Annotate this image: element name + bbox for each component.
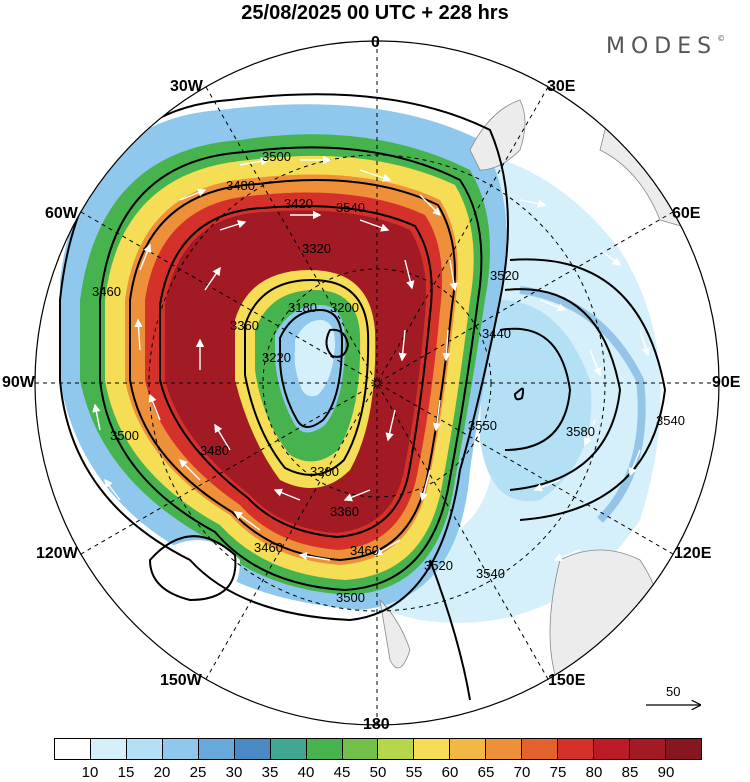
colorbar-swatch [234,739,271,759]
contour-label: 3500 [336,590,365,605]
colorbar-swatch [594,739,630,759]
contour-label: 3360 [230,318,259,333]
lon-label-60w: 60W [45,205,78,222]
contour-label: 3200 [330,300,359,315]
contour-label: 3320 [302,241,331,256]
colorbar [54,738,702,760]
wind-vectors [92,155,650,562]
contour-label: 3360 [330,504,359,519]
colorbar-swatch [558,739,595,759]
colorbar-swatch [630,739,666,759]
colorbar-swatch [270,739,307,759]
contour-label: 3180 [288,300,317,315]
colorbar-swatch [162,739,199,759]
colorbar-swatch [126,739,163,759]
colorbar-ticks: 10 15 20 25 30 35 40 45 50 55 60 65 70 75 80 85 90 [54,764,702,782]
colorbar-tick-label: 75 [549,764,567,781]
lon-label-60e: 60E [672,205,701,222]
contour-label: 3420 [284,196,313,211]
colorbar-swatch [665,739,701,759]
colorbar-tick-label: 55 [405,764,423,781]
colorbar-tick-label: 40 [297,764,315,781]
modes-logo: MODES© [606,34,726,59]
height-contours [59,93,667,701]
polar-map: 3500 3480 3420 3540 3460 3320 3360 3180 … [34,40,720,726]
colorbar-swatch [342,739,379,759]
colorbar-swatch [55,739,91,759]
contour-label: 3220 [262,350,291,365]
colorbar-swatch [306,739,343,759]
colorbar-swatch [450,739,487,759]
contour-label: 3500 [262,149,291,164]
colorbar-tick-label: 25 [189,764,207,781]
colorbar-swatch [414,739,451,759]
colorbar-tick-label: 65 [477,764,495,781]
colorbar-tick-label: 35 [261,764,279,781]
contour-label: 3520 [424,558,453,573]
colorbar-tick-label: 85 [621,764,639,781]
lon-label-30e: 30E [547,78,576,95]
colorbar-tick-label: 15 [117,764,135,781]
contour-label: 3500 [110,428,139,443]
contour-label: 3520 [490,268,519,283]
colorbar-tick-label: 80 [585,764,603,781]
contour-label: 3540 [656,413,685,428]
colorbar-swatch [378,739,415,759]
colorbar-tick-label: 70 [513,764,531,781]
lon-label-120w: 120W [36,545,78,562]
vector-reference: 50 [646,684,702,714]
colorbar-tick-label: 60 [441,764,459,781]
lon-label-120e: 120E [674,545,712,562]
contour-label: 3300 [310,464,339,479]
colorbar-tick-label: 10 [81,764,99,781]
contour-label: 3540 [336,200,365,215]
contour-label: 3480 [200,443,229,458]
colorbar-tick-label: 20 [153,764,171,781]
lon-label-180: 180 [363,716,390,733]
contour-label: 3460 [254,540,283,555]
lon-label-0: 0 [371,34,380,51]
map-title: 25/08/2025 00 UTC + 228 hrs [241,2,509,24]
contour-label: 3460 [350,543,379,558]
contour-label: 3540 [476,566,505,581]
colorbar-tick-label: 45 [333,764,351,781]
colorbar-swatch [486,739,523,759]
contour-label: 3550 [468,418,497,433]
colorbar-swatch [198,739,235,759]
contour-label: 3460 [92,284,121,299]
colorbar-tick-label: 90 [657,764,675,781]
contour-label: 3580 [566,424,595,439]
lon-label-30w: 30W [170,78,203,95]
lon-label-90w: 90W [2,374,35,391]
colorbar-tick-label: 30 [225,764,243,781]
lon-label-150e: 150E [548,672,586,689]
graticule [35,41,719,725]
colorbar-swatch [90,739,127,759]
colorbar-swatch [522,739,559,759]
vector-reference-value: 50 [666,684,681,699]
lon-label-90e: 90E [712,374,741,391]
contour-label: 3480 [226,178,255,193]
contour-value-labels: 3500 3480 3420 3540 3460 3320 3360 3180 … [92,149,685,605]
contour-label: 3440 [482,326,511,341]
lon-label-150w: 150W [160,672,202,689]
colorbar-tick-label: 50 [369,764,387,781]
reference-arrow-icon [646,684,702,714]
